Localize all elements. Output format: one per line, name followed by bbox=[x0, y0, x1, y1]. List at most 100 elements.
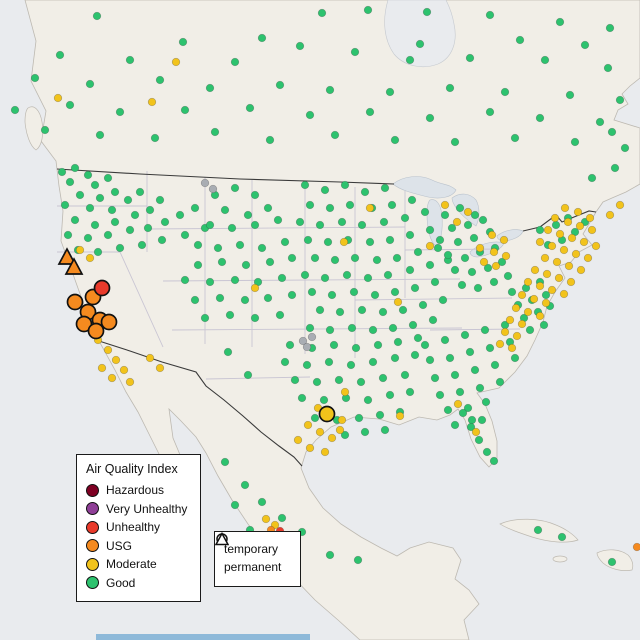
station-marker bbox=[290, 375, 300, 385]
station-marker bbox=[85, 79, 95, 89]
station-marker bbox=[413, 247, 423, 257]
station-marker bbox=[95, 130, 105, 140]
station-marker bbox=[92, 11, 102, 21]
station-marker bbox=[57, 167, 67, 177]
station-marker bbox=[257, 243, 267, 253]
station-marker bbox=[457, 280, 467, 290]
station-marker bbox=[445, 83, 455, 93]
station-marker bbox=[315, 305, 325, 315]
station-marker bbox=[360, 187, 370, 197]
station-marker bbox=[210, 127, 220, 137]
station-marker bbox=[370, 290, 380, 300]
station-marker bbox=[490, 360, 500, 370]
station-marker bbox=[287, 290, 297, 300]
station-marker bbox=[523, 277, 533, 287]
station-marker bbox=[334, 375, 344, 385]
station-marker bbox=[365, 237, 375, 247]
station-marker bbox=[365, 107, 375, 117]
station-marker bbox=[390, 353, 400, 363]
station-marker bbox=[485, 343, 495, 353]
station-marker bbox=[265, 135, 275, 145]
station-marker bbox=[375, 410, 385, 420]
station-marker bbox=[368, 357, 378, 367]
station-marker bbox=[495, 377, 505, 387]
station-marker bbox=[555, 229, 565, 239]
station-marker bbox=[497, 257, 507, 267]
station-marker bbox=[107, 205, 117, 215]
station-marker bbox=[373, 340, 383, 350]
station-marker bbox=[475, 243, 485, 253]
station-marker bbox=[323, 237, 333, 247]
station-marker bbox=[243, 370, 253, 380]
station-marker bbox=[302, 360, 312, 370]
station-marker bbox=[180, 105, 190, 115]
legend-item-label: Very Unhealthy bbox=[106, 501, 188, 516]
station-marker bbox=[547, 241, 557, 251]
station-marker bbox=[450, 265, 460, 275]
station-marker bbox=[220, 205, 230, 215]
hudson-bay bbox=[384, 0, 456, 67]
station-marker bbox=[463, 207, 473, 217]
station-marker bbox=[453, 399, 463, 409]
station-marker bbox=[395, 411, 405, 421]
station-marker bbox=[217, 257, 227, 267]
station-marker bbox=[65, 177, 75, 187]
station-marker bbox=[390, 287, 400, 297]
station-marker bbox=[303, 235, 313, 245]
lake-superior bbox=[392, 176, 457, 199]
station-marker bbox=[147, 97, 157, 107]
station-marker bbox=[425, 260, 435, 270]
station-marker bbox=[115, 107, 125, 117]
station-marker bbox=[345, 200, 355, 210]
station-marker bbox=[559, 245, 569, 255]
station-marker bbox=[340, 387, 350, 397]
station-marker bbox=[491, 261, 501, 271]
station-marker bbox=[413, 333, 423, 343]
station-marker bbox=[533, 525, 543, 535]
station-marker bbox=[90, 180, 100, 190]
station-marker bbox=[178, 37, 188, 47]
station-marker bbox=[250, 220, 260, 230]
station-marker bbox=[385, 235, 395, 245]
station-marker bbox=[325, 325, 335, 335]
station-marker bbox=[430, 277, 440, 287]
station-marker bbox=[523, 307, 533, 317]
legend-item-temporary: temporary bbox=[216, 533, 290, 556]
station-marker bbox=[115, 243, 125, 253]
legend-item-permanent: permanent bbox=[215, 532, 290, 574]
station-marker bbox=[405, 387, 415, 397]
station-marker bbox=[585, 213, 595, 223]
station-marker bbox=[571, 249, 581, 259]
station-marker bbox=[227, 223, 237, 233]
station-marker bbox=[215, 293, 225, 303]
station-marker bbox=[485, 107, 495, 117]
station-marker bbox=[605, 23, 615, 33]
station-marker bbox=[507, 287, 517, 297]
station-marker bbox=[372, 255, 382, 265]
station-marker bbox=[250, 313, 260, 323]
station-marker bbox=[607, 127, 617, 137]
station-marker bbox=[190, 203, 200, 213]
station-marker bbox=[505, 315, 515, 325]
station-marker bbox=[300, 180, 310, 190]
station-marker bbox=[563, 217, 573, 227]
station-marker bbox=[85, 203, 95, 213]
station-marker bbox=[205, 83, 215, 93]
station-marker bbox=[535, 237, 545, 247]
station-marker bbox=[75, 190, 85, 200]
station-marker bbox=[130, 210, 140, 220]
station-type-legend: temporary permanent bbox=[214, 531, 301, 587]
station-marker bbox=[53, 93, 63, 103]
station-marker bbox=[307, 332, 317, 342]
station-marker bbox=[180, 230, 190, 240]
station-marker bbox=[487, 230, 497, 240]
station-marker bbox=[422, 7, 432, 17]
station-marker bbox=[315, 427, 325, 437]
station-marker bbox=[85, 253, 95, 263]
station-marker bbox=[620, 143, 630, 153]
station-marker bbox=[603, 63, 613, 73]
station-marker bbox=[415, 39, 425, 49]
station-marker bbox=[230, 183, 240, 193]
station-marker bbox=[440, 210, 450, 220]
hazardous-swatch bbox=[86, 483, 99, 497]
